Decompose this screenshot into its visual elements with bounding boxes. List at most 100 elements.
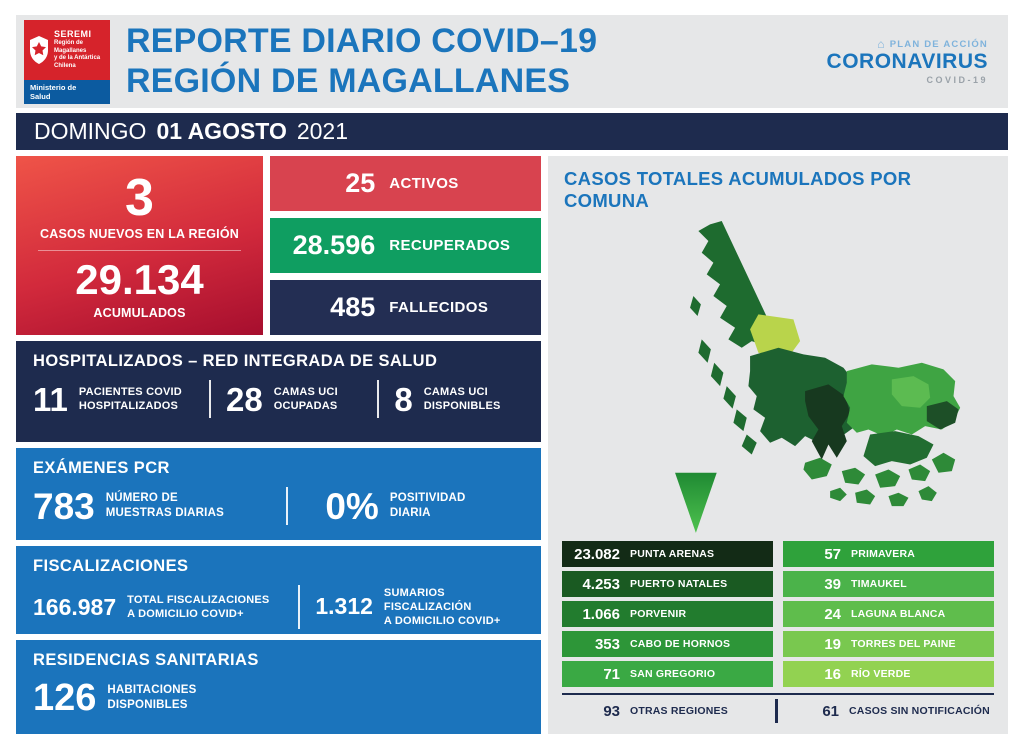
stat-label: CAMAS UCI OCUPADAS (273, 385, 338, 412)
footer-label: OTRAS REGIONES (630, 705, 728, 717)
fiscalizaciones-box: FISCALIZACIONES 166.987 TOTAL FISCALIZAC… (16, 546, 541, 634)
stats-column: 3 CASOS NUEVOS EN LA REGIÓN 29.134 ACUMU… (16, 156, 541, 734)
comuna-column-right: 57 PRIMAVERA 39 TIMAUKEL 24 LAGUNA BLANC… (783, 541, 994, 687)
pcr-stats: 783 NÚMERO DE MUESTRAS DIARIAS 0% POSITI… (33, 487, 524, 525)
comuna-row-rio-verde: 16 RÍO VERDE (783, 661, 994, 687)
map-tierra-del-fuego-south (863, 431, 934, 467)
plan-de-accion-logo: ⌂ PLAN DE ACCIÓN CORONAVIRUS COVID-19 (827, 38, 990, 84)
sumarios-stat: 1.312 SUMARIOS FISCALIZACIÓN A DOMICILIO… (315, 586, 524, 629)
stat-value: 1.312 (315, 593, 373, 620)
ministerio-salud-label: Ministerio de Salud (24, 79, 110, 104)
comuna-row-punta-arenas: 23.082 PUNTA ARENAS (562, 541, 773, 567)
report-title: REPORTE DIARIO COVID–19 REGIÓN DE MAGALL… (126, 22, 811, 102)
header: SEREMI Región de Magallanes y de la Antá… (16, 15, 1008, 108)
habitaciones-stat: 126 HABITACIONES DISPONIBLES (33, 679, 196, 717)
new-cases-value: 3 (125, 168, 154, 227)
hospitalized-patients-stat: 11 PACIENTES COVID HOSPITALIZADOS (33, 383, 194, 416)
divider (377, 380, 380, 418)
comuna-label: SAN GREGORIO (630, 668, 716, 680)
active-label: ACTIVOS (389, 175, 459, 192)
divider (38, 249, 241, 251)
comuna-value: 16 (824, 665, 841, 683)
stat-label: HABITACIONES DISPONIBLES (107, 684, 197, 711)
comuna-label: CABO DE HORNOS (630, 638, 731, 650)
hospitalized-stats: 11 PACIENTES COVID HOSPITALIZADOS 28 CAM… (33, 380, 524, 418)
stat-value: 126 (33, 677, 97, 719)
residencias-title: RESIDENCIAS SANITARIAS (33, 651, 259, 669)
stat-value: 11 (33, 380, 68, 418)
comuna-value: 39 (824, 575, 841, 593)
deaths-value: 485 (330, 292, 376, 322)
pcr-title: EXÁMENES PCR (33, 459, 170, 477)
divider (298, 585, 301, 629)
stat-value: 28 (225, 380, 263, 418)
comuna-table: 23.082 PUNTA ARENAS 4.253 PUERTO NATALES… (562, 541, 994, 687)
map-east-dark-patch (926, 401, 959, 430)
positivity-stat: 0% POSITIVIDAD DIARIA (303, 488, 524, 525)
deaths-label: FALLECIDOS (389, 299, 489, 316)
covid19-sublabel: COVID-19 (926, 74, 988, 85)
comuna-label: PUERTO NATALES (630, 578, 728, 590)
hospitalized-title: HOSPITALIZADOS – RED INTEGRADA DE SALUD (33, 352, 438, 370)
divider (775, 699, 778, 723)
seremi-logo: SEREMI Región de Magallanes y de la Antá… (24, 19, 110, 104)
recovered-box: 28.596 RECUPERADOS (270, 218, 541, 273)
stat-label: CAMAS UCI DISPONIBLES (423, 385, 501, 412)
comuna-column-left: 23.082 PUNTA ARENAS 4.253 PUERTO NATALES… (562, 541, 773, 687)
comuna-value: 353 (594, 635, 620, 653)
stat-label: SUMARIOS FISCALIZACIÓN A DOMICILIO COVID… (383, 586, 501, 628)
casos-sin-notificacion-cell: 61 CASOS SIN NOTIFICACIÓN (781, 699, 994, 723)
map-east-light-patch (891, 376, 930, 408)
recovered-value: 28.596 (292, 230, 376, 260)
stat-label: PACIENTES COVID HOSPITALIZADOS (78, 385, 182, 412)
comuna-row-cabo-de-hornos: 353 CABO DE HORNOS (562, 631, 773, 657)
comuna-label: TORRES DEL PAINE (851, 638, 956, 650)
divider (208, 380, 211, 418)
map-container (562, 216, 994, 537)
comuna-value: 1.066 (582, 605, 620, 623)
comuna-value: 19 (824, 635, 841, 653)
deaths-box: 485 FALLECIDOS (270, 280, 541, 335)
comuna-row-torres-del-paine: 19 TORRES DEL PAINE (783, 631, 994, 657)
magallanes-map (674, 221, 960, 533)
seremi-logo-text: SEREMI Región de Magallanes y de la Antá… (54, 29, 106, 70)
seremi-label: SEREMI (54, 28, 92, 39)
comuna-value: 23.082 (574, 545, 620, 563)
summary-row: 3 CASOS NUEVOS EN LA REGIÓN 29.134 ACUMU… (16, 156, 541, 335)
map-brunswick-dark (804, 384, 850, 460)
comuna-value: 57 (824, 545, 841, 563)
report-title-line1: REPORTE DIARIO COVID–19 (126, 21, 598, 60)
comuna-row-porvenir: 1.066 PORVENIR (562, 601, 773, 627)
comuna-footer: 93 OTRAS REGIONES 61 CASOS SIN NOTIFICAC… (562, 693, 994, 723)
active-cases-box: 25 ACTIVOS (270, 156, 541, 211)
house-icon: ⌂ (877, 37, 886, 52)
comuna-row-san-gregorio: 71 SAN GREGORIO (562, 661, 773, 687)
fiscalizaciones-stats: 166.987 TOTAL FISCALIZACIONES A DOMICILI… (33, 585, 524, 629)
map-light-region (749, 314, 800, 360)
date-bar: DOMINGO 01 AGOSTO 2021 (16, 113, 1008, 150)
comuna-row-puerto-natales: 4.253 PUERTO NATALES (562, 571, 773, 597)
comuna-label: TIMAUKEL (851, 578, 907, 590)
coat-of-arms-icon (30, 35, 48, 64)
stat-label: POSITIVIDAD DIARIA (389, 492, 466, 519)
stat-value: 166.987 (33, 593, 117, 620)
comuna-row-laguna-blanca: 24 LAGUNA BLANCA (783, 601, 994, 627)
comuna-label: RÍO VERDE (851, 668, 911, 680)
stat-label: TOTAL FISCALIZACIONES A DOMICILIO COVID+ (127, 593, 270, 620)
otras-regiones-cell: 93 OTRAS REGIONES (562, 699, 775, 723)
pcr-box: EXÁMENES PCR 783 NÚMERO DE MUESTRAS DIAR… (16, 448, 541, 540)
comuna-label: PRIMAVERA (851, 548, 916, 560)
map-panel: CASOS TOTALES ACUMULADOS POR COMUNA (548, 156, 1008, 734)
active-value: 25 (345, 168, 376, 198)
comuna-row-primavera: 57 PRIMAVERA (783, 541, 994, 567)
map-fjords (689, 221, 774, 455)
seremi-logo-top: SEREMI Región de Magallanes y de la Antá… (24, 19, 110, 80)
total-fiscalizaciones-stat: 166.987 TOTAL FISCALIZACIONES A DOMICILI… (33, 593, 283, 622)
coronavirus-wordmark: CORONAVIRUS (826, 50, 988, 74)
map-southern-islands (803, 452, 955, 507)
new-cases-label: CASOS NUEVOS EN LA REGIÓN (39, 226, 239, 241)
seremi-region-label: Región de Magallanes y de la Antártica C… (54, 40, 101, 69)
main-content: 3 CASOS NUEVOS EN LA REGIÓN 29.134 ACUMU… (16, 156, 1008, 734)
comuna-value: 24 (824, 605, 841, 623)
